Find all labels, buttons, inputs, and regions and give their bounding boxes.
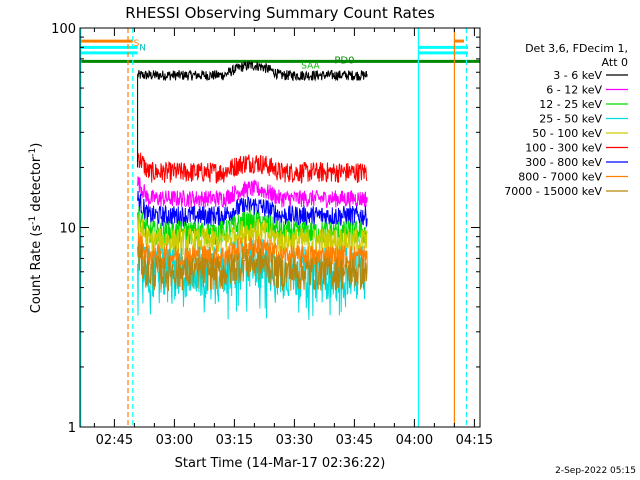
- flag-bars: S N PD0 SAA: [80, 39, 480, 71]
- series-line-0: [137, 60, 368, 82]
- series-line-1: [137, 152, 368, 185]
- x-axis-label: Start Time (14-Mar-17 02:36:22): [175, 456, 386, 471]
- x-tick-label-3: 03:30: [276, 433, 313, 448]
- y-tick-label-2: 100: [51, 22, 76, 37]
- x-tick-label-6: 04:15: [456, 433, 493, 448]
- legend-entry-label-3: 25 - 50 keV: [539, 113, 602, 126]
- timestamp: 2-Sep-2022 05:15: [555, 466, 636, 476]
- x-tick-label-4: 03:45: [336, 433, 373, 448]
- x-tick-label-2: 03:15: [216, 433, 253, 448]
- chart-title: RHESSI Observing Summary Count Rates: [125, 4, 435, 22]
- legend: Det 3,6, FDecim 1,Att 03 - 6 keV 6 - 12 k…: [504, 42, 628, 198]
- legend-entry-label-6: 300 - 800 keV: [525, 156, 602, 169]
- y-axis-label: Count Rate (s-1 detector-1): [28, 143, 44, 314]
- flag-label-n: N: [139, 43, 146, 53]
- legend-entry-label-8: 7000 - 15000 keV: [504, 185, 602, 198]
- y-label-main: Count Rate (s: [29, 225, 44, 314]
- x-tick-label-1: 03:00: [156, 433, 193, 448]
- flag-label-s: S: [134, 39, 140, 49]
- legend-entry-label-7: 800 - 7000 keV: [518, 171, 602, 184]
- y-label-mid: detector: [29, 156, 44, 216]
- x-tick-label-5: 04:00: [396, 433, 433, 448]
- legend-entry-label-4: 50 - 100 keV: [532, 127, 602, 140]
- y-axis-ticks: 1 10 100: [51, 22, 480, 436]
- series-line-3: [137, 191, 368, 228]
- vertical-markers: [80, 28, 467, 427]
- legend-header-0: Det 3,6, FDecim 1,: [525, 42, 628, 55]
- y-tick-label-0: 1: [68, 421, 76, 436]
- legend-entry-label-0: 3 - 6 keV: [553, 69, 602, 82]
- series-layer: [137, 60, 368, 320]
- series-line-5: [137, 214, 368, 256]
- legend-entry-label-1: 6 - 12 keV: [546, 84, 602, 97]
- y-label-end: ): [29, 143, 44, 148]
- flag-label-saa: SAA: [301, 61, 320, 71]
- y-tick-label-1: 10: [59, 222, 76, 237]
- legend-entry-label-2: 12 - 25 keV: [539, 98, 602, 111]
- x-axis-ticks: 02:45 03:00 03:15 03:30 03:45 04:00 04:15: [93, 28, 493, 448]
- y-label-sup2: -1: [28, 148, 38, 157]
- legend-header-1: Att 0: [602, 56, 628, 69]
- x-tick-label-0: 02:45: [96, 433, 133, 448]
- series-line-2: [137, 176, 368, 209]
- series-line-8: [137, 242, 368, 291]
- legend-entry-label-5: 100 - 300 keV: [525, 142, 602, 155]
- series-line-4: [137, 206, 368, 246]
- y-label-sup1: -1: [28, 216, 38, 225]
- flag-label-pd0: PD0: [334, 55, 354, 66]
